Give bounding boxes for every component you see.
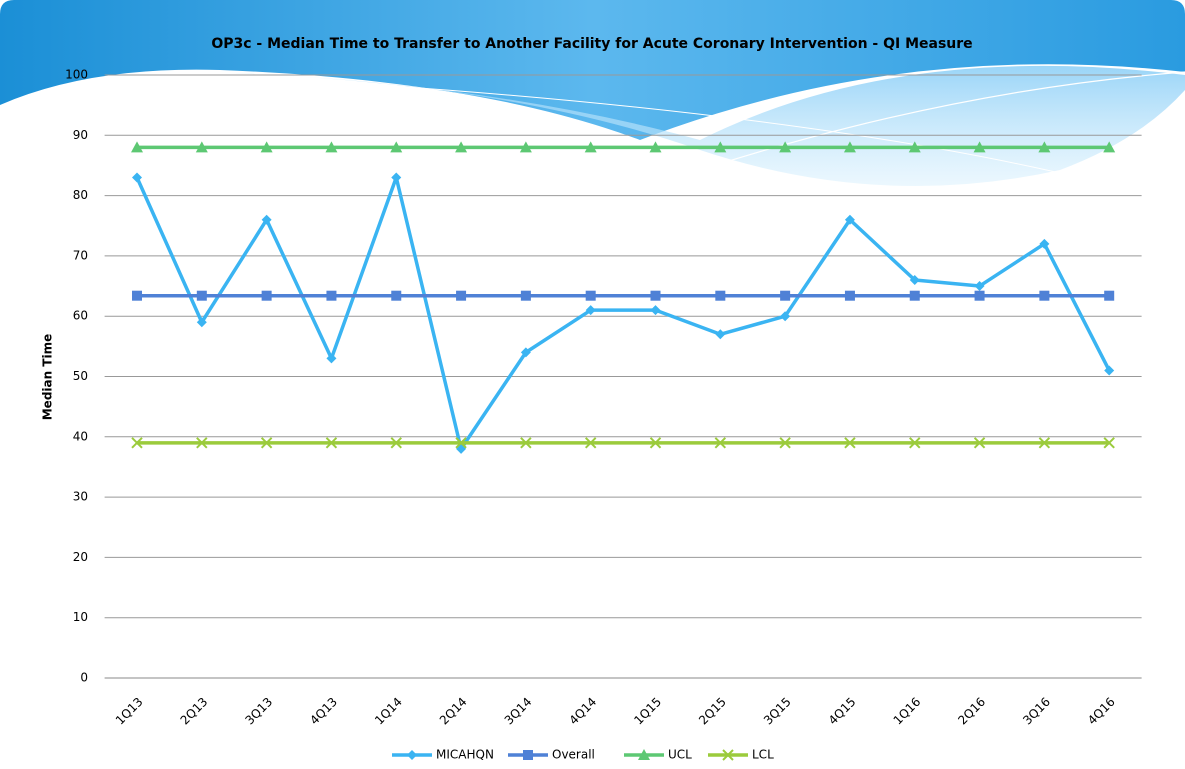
data-point (845, 291, 855, 301)
data-point (975, 291, 985, 301)
data-point (1104, 291, 1114, 301)
data-point (910, 291, 920, 301)
chart-title: OP3c - Median Time to Transfer to Anothe… (211, 36, 972, 52)
legend-label: UCL (668, 748, 692, 762)
data-point (651, 291, 661, 301)
data-point (780, 291, 790, 301)
legend-label: LCL (752, 748, 774, 762)
data-point (1039, 291, 1049, 301)
data-point (262, 291, 272, 301)
data-point (586, 291, 596, 301)
y-tick-label: 90 (73, 128, 88, 142)
data-point (326, 291, 336, 301)
data-point (197, 291, 207, 301)
y-tick-label: 100 (65, 68, 88, 82)
y-tick-label: 20 (73, 550, 88, 564)
y-axis-title: Median Time (41, 334, 55, 421)
y-tick-label: 80 (73, 188, 88, 202)
y-tick-label: 70 (73, 248, 88, 262)
data-point (132, 291, 142, 301)
data-point (456, 291, 466, 301)
y-tick-label: 0 (80, 671, 88, 685)
y-tick-label: 50 (73, 369, 88, 383)
chart: OP3c - Median Time to Transfer to Anothe… (0, 0, 1185, 769)
data-point (715, 291, 725, 301)
y-tick-label: 30 (73, 490, 88, 504)
legend-marker (523, 750, 533, 760)
data-point (391, 291, 401, 301)
y-tick-label: 40 (73, 429, 88, 443)
legend-label: MICAHQN (436, 748, 494, 762)
data-point (521, 291, 531, 301)
y-tick-label: 60 (73, 309, 88, 323)
legend-label: Overall (552, 748, 595, 762)
y-tick-label: 10 (73, 610, 88, 624)
